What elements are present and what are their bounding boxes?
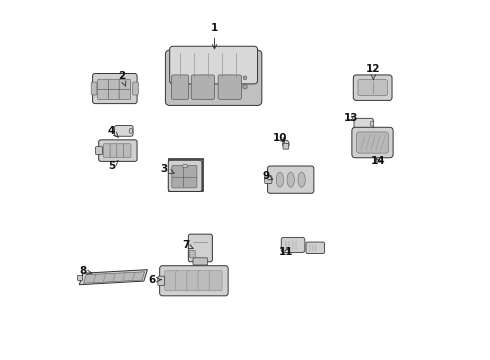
FancyBboxPatch shape (265, 176, 272, 184)
Text: 13: 13 (343, 113, 358, 123)
FancyBboxPatch shape (191, 75, 215, 99)
FancyBboxPatch shape (306, 242, 324, 253)
Ellipse shape (287, 172, 294, 187)
FancyBboxPatch shape (358, 80, 388, 96)
Text: 4: 4 (108, 126, 118, 137)
FancyBboxPatch shape (96, 147, 102, 154)
FancyBboxPatch shape (281, 237, 305, 252)
Text: 12: 12 (366, 64, 381, 80)
FancyBboxPatch shape (77, 275, 82, 280)
Ellipse shape (283, 140, 289, 148)
FancyBboxPatch shape (193, 258, 208, 265)
Ellipse shape (183, 164, 188, 168)
FancyBboxPatch shape (172, 176, 185, 188)
FancyBboxPatch shape (357, 132, 389, 153)
FancyBboxPatch shape (160, 266, 228, 296)
Polygon shape (84, 272, 145, 283)
FancyBboxPatch shape (98, 140, 137, 161)
FancyBboxPatch shape (268, 166, 314, 193)
FancyBboxPatch shape (218, 75, 242, 99)
Text: 8: 8 (79, 266, 92, 276)
Text: 10: 10 (273, 133, 288, 143)
FancyBboxPatch shape (133, 82, 139, 95)
Text: 6: 6 (148, 275, 161, 285)
Ellipse shape (243, 85, 247, 89)
FancyBboxPatch shape (158, 276, 165, 285)
Text: 9: 9 (262, 171, 273, 181)
FancyBboxPatch shape (123, 144, 131, 157)
FancyBboxPatch shape (352, 127, 393, 158)
Ellipse shape (243, 76, 247, 80)
FancyBboxPatch shape (115, 126, 133, 136)
Text: 5: 5 (108, 161, 118, 171)
Text: 2: 2 (118, 71, 126, 86)
FancyBboxPatch shape (353, 75, 392, 100)
FancyBboxPatch shape (117, 144, 124, 157)
Text: 1: 1 (211, 23, 218, 49)
FancyBboxPatch shape (283, 143, 289, 149)
FancyBboxPatch shape (184, 165, 197, 177)
FancyBboxPatch shape (110, 144, 118, 157)
FancyBboxPatch shape (119, 79, 131, 90)
FancyBboxPatch shape (98, 89, 109, 99)
FancyBboxPatch shape (93, 73, 137, 104)
FancyBboxPatch shape (172, 165, 185, 177)
Text: 14: 14 (371, 156, 386, 166)
FancyBboxPatch shape (190, 250, 195, 258)
FancyBboxPatch shape (198, 271, 211, 291)
FancyBboxPatch shape (98, 79, 109, 90)
Polygon shape (79, 270, 147, 285)
FancyBboxPatch shape (188, 234, 212, 262)
FancyBboxPatch shape (119, 89, 131, 99)
FancyBboxPatch shape (172, 75, 189, 99)
FancyBboxPatch shape (103, 144, 111, 157)
FancyBboxPatch shape (108, 89, 120, 99)
FancyBboxPatch shape (168, 160, 202, 192)
Text: 3: 3 (161, 164, 174, 174)
FancyBboxPatch shape (165, 271, 177, 291)
FancyBboxPatch shape (166, 50, 262, 105)
FancyBboxPatch shape (354, 118, 373, 129)
FancyBboxPatch shape (108, 79, 120, 90)
Ellipse shape (370, 121, 374, 126)
FancyBboxPatch shape (209, 271, 222, 291)
FancyBboxPatch shape (170, 46, 258, 84)
Ellipse shape (129, 129, 133, 134)
FancyBboxPatch shape (187, 271, 200, 291)
FancyBboxPatch shape (184, 176, 197, 188)
Bar (169, 159, 203, 192)
FancyBboxPatch shape (91, 82, 97, 95)
Text: 7: 7 (182, 240, 193, 250)
Ellipse shape (276, 172, 284, 187)
Ellipse shape (298, 172, 305, 187)
Text: 11: 11 (279, 247, 294, 257)
FancyBboxPatch shape (176, 271, 189, 291)
